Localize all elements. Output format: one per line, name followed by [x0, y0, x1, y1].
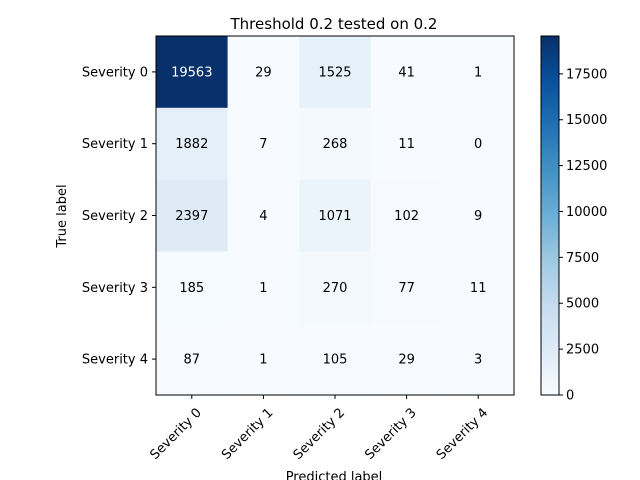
heatmap-cell: [442, 323, 515, 396]
heatmap-cell: [156, 323, 229, 396]
cell-value-label: 105: [323, 353, 348, 368]
cell-value-label: 268: [323, 137, 348, 152]
colorbar-tick-label: 2500: [566, 343, 599, 358]
cell-value-label: 1: [259, 353, 267, 368]
cell-value-label: 185: [179, 281, 204, 296]
colorbar-tick-label: 12500: [566, 159, 607, 174]
colorbar: [540, 35, 560, 396]
x-axis-ticks: Severity 0 Severity 1 Severity 2 Severity 3…: [148, 395, 491, 463]
heatmap-cell: [227, 36, 300, 109]
colorbar-tick-label: 17500: [566, 67, 607, 82]
x-tick-label: Severity 0: [148, 405, 205, 462]
x-axis-label: Predicted label: [286, 470, 383, 480]
heatmap-cell: [442, 179, 515, 252]
cell-value-label: 11: [398, 137, 415, 152]
cell-value-label: 0: [474, 137, 482, 152]
cell-value-label: 29: [398, 353, 415, 368]
heatmap-cell: [227, 251, 300, 324]
cell-value-label: 270: [323, 281, 348, 296]
x-tick-label: Severity 1: [219, 405, 276, 462]
chart-title: Threshold 0.2 tested on 0.2: [230, 15, 438, 33]
cell-value-label: 102: [394, 209, 419, 224]
heatmap-cell: [370, 251, 443, 324]
y-axis-ticks: Severity 0 Severity 1 Severity 2 Severity 3…: [82, 65, 156, 368]
colorbar-ticks: 0 2500 5000 7500 10000 12500 15000 17500: [559, 67, 607, 404]
x-tick-label: Severity 4: [434, 405, 491, 462]
cell-value-label: 1882: [175, 137, 208, 152]
cell-value-label: 87: [184, 353, 201, 368]
heatmap-cell: [370, 179, 443, 252]
cell-value-label: 11: [470, 281, 487, 296]
heatmap-cells: [156, 36, 515, 396]
cell-value-label: 7: [259, 137, 267, 152]
heatmap-cell: [156, 179, 229, 252]
heatmap-cell: [370, 323, 443, 396]
cell-value-label: 41: [398, 65, 415, 80]
cell-value-label: 77: [398, 281, 415, 296]
colorbar-tick-label: 10000: [566, 205, 607, 220]
heatmap-cell: [370, 107, 443, 181]
heatmap-cell: [156, 36, 229, 109]
y-tick-label: Severity 1: [82, 137, 148, 152]
cell-value-label: 9: [474, 209, 482, 224]
heatmap-cell: [442, 107, 515, 181]
heatmap-cell: [442, 251, 515, 324]
cell-value-label: 1071: [318, 209, 351, 224]
y-tick-label: Severity 2: [82, 209, 148, 224]
x-tick-label: Severity 3: [362, 405, 419, 462]
colorbar-tick-label: 15000: [566, 113, 607, 128]
x-tick-label: Severity 2: [291, 405, 348, 462]
cell-value-label: 3: [474, 353, 482, 368]
cell-value-label: 4: [259, 209, 267, 224]
cell-value-label: 1: [474, 65, 482, 80]
heatmap-cell: [227, 179, 300, 252]
heatmap-cell: [299, 179, 372, 252]
heatmap-cell: [299, 107, 372, 181]
heatmap-cell: [299, 323, 372, 396]
heatmap-cell: [227, 323, 300, 396]
colorbar-tick-label: 7500: [566, 251, 599, 266]
y-tick-label: Severity 0: [82, 65, 148, 80]
heatmap-cell: [370, 36, 443, 109]
colorbar-tick-label: 5000: [566, 297, 599, 312]
cell-value-label: 1525: [318, 65, 351, 80]
y-tick-label: Severity 3: [82, 281, 148, 296]
cell-value-label: 19563: [171, 65, 212, 80]
y-axis-label: True label: [55, 184, 70, 248]
cell-value-label: 2397: [175, 209, 208, 224]
heatmap-cell: [299, 36, 372, 109]
heatmap-cell: [442, 36, 515, 109]
cell-value-label: 1: [259, 281, 267, 296]
heatmap-cell: [156, 251, 229, 324]
colorbar-tick-label: 0: [566, 389, 574, 404]
cell-value-label: 29: [255, 65, 272, 80]
heatmap-cell: [299, 251, 372, 324]
heatmap-cell: [156, 107, 229, 181]
y-tick-label: Severity 4: [82, 353, 148, 368]
heatmap-cell: [227, 107, 300, 181]
